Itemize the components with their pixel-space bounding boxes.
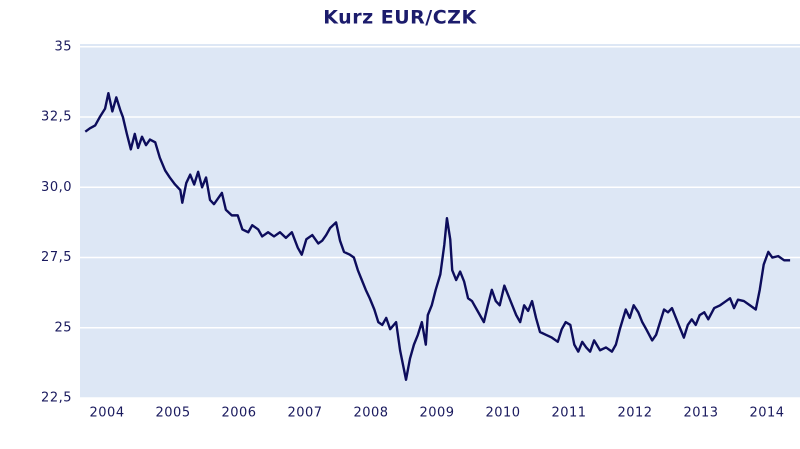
plot-area xyxy=(80,44,800,398)
chart-title: Kurz EUR/CZK xyxy=(323,7,477,29)
line xyxy=(84,91,791,381)
y-tick-label: 27,5 xyxy=(41,250,72,265)
y-tick-label: 35 xyxy=(54,39,72,54)
x-tick-label: 2008 xyxy=(353,406,388,421)
y-tick-label: 22,5 xyxy=(41,391,72,406)
x-tick-label: 2005 xyxy=(156,406,191,421)
y-tick-label: 25 xyxy=(54,320,72,335)
x-tick-label: 2009 xyxy=(419,406,454,421)
y-tick-label: 30,0 xyxy=(41,180,72,195)
x-tick-label: 2010 xyxy=(485,406,520,421)
x-tick-label: 2011 xyxy=(551,406,586,421)
x-tick-label: 2012 xyxy=(617,406,652,421)
x-tick-label: 2014 xyxy=(749,406,784,421)
x-tick-label: 2013 xyxy=(683,406,718,421)
x-tick-label: 2007 xyxy=(287,406,322,421)
y-tick-label: 32,5 xyxy=(41,110,72,125)
x-tick-label: 2004 xyxy=(90,406,125,421)
x-tick-label: 2006 xyxy=(221,406,256,421)
